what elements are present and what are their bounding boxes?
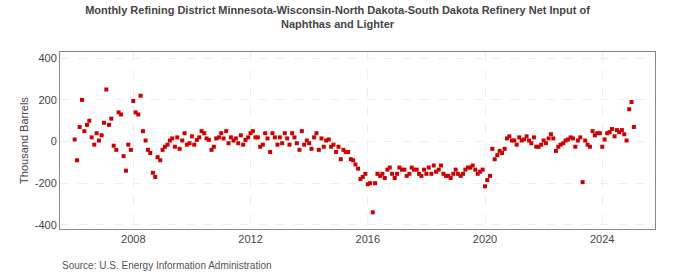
- svg-text:Monthly Refining District Minn: Monthly Refining District Minnesota-Wisc…: [85, 4, 590, 30]
- svg-text:-400: -400: [35, 219, 57, 231]
- svg-text:2016: 2016: [356, 233, 380, 245]
- svg-text:2020: 2020: [473, 233, 497, 245]
- svg-text:2024: 2024: [590, 233, 614, 245]
- svg-text:-200: -200: [35, 177, 57, 189]
- svg-text:2012: 2012: [238, 233, 262, 245]
- svg-text:0: 0: [51, 135, 57, 147]
- svg-text:Source: U.S. Energy Informatio: Source: U.S. Energy Information Administ…: [62, 260, 272, 271]
- svg-text:400: 400: [38, 52, 56, 64]
- svg-text:200: 200: [38, 94, 56, 106]
- svg-text:2008: 2008: [121, 233, 145, 245]
- svg-text:Thousand Barrels: Thousand Barrels: [18, 97, 30, 184]
